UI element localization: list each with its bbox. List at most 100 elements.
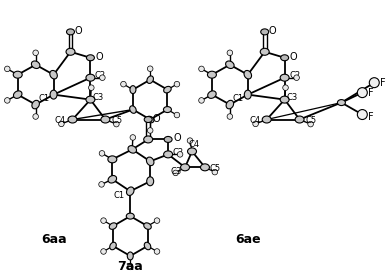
Text: O: O (290, 52, 298, 62)
Ellipse shape (127, 187, 134, 196)
Text: C3: C3 (93, 93, 104, 102)
Circle shape (101, 218, 106, 223)
Ellipse shape (144, 136, 152, 143)
Ellipse shape (50, 70, 57, 79)
Ellipse shape (163, 151, 172, 158)
Ellipse shape (109, 223, 117, 229)
Ellipse shape (86, 96, 95, 103)
Text: 6aa: 6aa (41, 233, 66, 246)
Ellipse shape (163, 107, 171, 112)
Ellipse shape (144, 223, 151, 229)
Circle shape (283, 85, 288, 90)
Text: C4: C4 (188, 140, 199, 149)
Circle shape (357, 88, 367, 98)
Ellipse shape (147, 177, 154, 186)
Ellipse shape (226, 100, 233, 109)
Ellipse shape (261, 29, 269, 35)
Ellipse shape (201, 164, 210, 171)
Circle shape (33, 114, 38, 119)
Circle shape (99, 151, 105, 156)
Text: C4: C4 (249, 116, 260, 125)
Circle shape (177, 152, 183, 157)
Ellipse shape (128, 146, 136, 153)
Circle shape (187, 138, 193, 143)
Ellipse shape (127, 252, 133, 260)
Circle shape (369, 78, 379, 88)
Text: O: O (173, 133, 181, 144)
Ellipse shape (280, 96, 289, 103)
Circle shape (154, 218, 160, 223)
Text: 6ae: 6ae (235, 233, 260, 246)
Text: C1: C1 (232, 94, 243, 103)
Ellipse shape (108, 156, 117, 163)
Ellipse shape (208, 71, 216, 78)
Text: F: F (368, 112, 374, 122)
Circle shape (88, 85, 94, 90)
Ellipse shape (295, 116, 304, 123)
Ellipse shape (13, 91, 22, 98)
Circle shape (294, 75, 300, 81)
Circle shape (147, 66, 153, 72)
Ellipse shape (244, 90, 251, 99)
Ellipse shape (188, 148, 197, 155)
Circle shape (154, 249, 160, 254)
Text: O: O (269, 26, 276, 36)
Ellipse shape (130, 86, 136, 94)
Ellipse shape (101, 116, 110, 123)
Text: C1: C1 (38, 94, 49, 103)
Text: C5: C5 (209, 164, 221, 173)
Circle shape (357, 109, 367, 120)
Circle shape (130, 135, 136, 140)
Text: C5: C5 (306, 116, 317, 125)
Ellipse shape (108, 175, 117, 183)
Circle shape (227, 50, 233, 56)
Ellipse shape (32, 100, 39, 109)
Ellipse shape (337, 100, 345, 106)
Text: C3: C3 (170, 167, 182, 176)
Ellipse shape (50, 90, 57, 99)
Text: O: O (75, 26, 82, 36)
Ellipse shape (144, 242, 151, 250)
Text: F: F (368, 88, 374, 98)
Text: C1: C1 (114, 191, 125, 200)
Ellipse shape (146, 157, 154, 166)
Ellipse shape (110, 242, 116, 250)
Circle shape (127, 264, 133, 270)
Text: C3: C3 (287, 93, 298, 102)
Circle shape (174, 81, 180, 87)
Text: C2: C2 (95, 71, 106, 80)
Text: O: O (152, 114, 160, 123)
Circle shape (101, 249, 106, 254)
Text: 7aa: 7aa (117, 260, 143, 273)
Ellipse shape (66, 29, 75, 35)
Ellipse shape (181, 164, 190, 171)
Text: C2: C2 (172, 148, 184, 157)
Ellipse shape (146, 116, 154, 123)
Text: F: F (380, 78, 386, 88)
Ellipse shape (226, 61, 234, 68)
Text: O: O (95, 52, 103, 62)
Ellipse shape (164, 136, 172, 142)
Ellipse shape (31, 61, 40, 68)
Text: C4: C4 (55, 116, 66, 125)
Circle shape (308, 121, 314, 127)
Text: C2: C2 (289, 71, 300, 80)
Circle shape (121, 81, 126, 87)
Ellipse shape (126, 213, 134, 219)
Circle shape (100, 75, 105, 81)
Circle shape (173, 170, 178, 176)
Ellipse shape (244, 70, 251, 79)
Ellipse shape (208, 91, 216, 98)
Ellipse shape (281, 55, 289, 61)
Circle shape (199, 98, 204, 103)
Ellipse shape (66, 48, 75, 55)
Ellipse shape (68, 116, 77, 123)
Circle shape (4, 66, 10, 72)
Circle shape (199, 66, 204, 72)
Ellipse shape (260, 48, 269, 55)
Ellipse shape (13, 71, 22, 78)
Circle shape (59, 121, 64, 127)
Circle shape (174, 112, 180, 118)
Ellipse shape (147, 76, 153, 83)
Ellipse shape (86, 74, 95, 81)
